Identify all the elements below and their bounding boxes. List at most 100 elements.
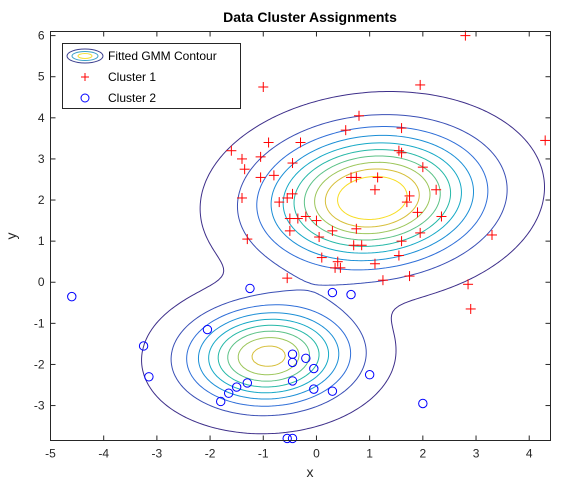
- x-axis-label: x: [307, 464, 314, 480]
- y-tick-label: -3: [34, 399, 45, 413]
- y-tick-label: 5: [38, 70, 45, 84]
- gmm-contour-level: [170, 114, 508, 417]
- cluster-1-point: [486, 229, 497, 240]
- cluster-1-point: [263, 137, 274, 148]
- gmm-contour-level: [186, 126, 489, 407]
- cluster-2-point: [301, 353, 311, 363]
- cluster-2-point: [138, 341, 149, 351]
- cluster-2-point: [144, 372, 154, 382]
- cluster-2-point: [346, 289, 356, 300]
- y-axis-label: y: [3, 233, 19, 240]
- cluster-1-point: [239, 164, 250, 175]
- cluster-1-point: [393, 250, 404, 261]
- cluster-1-point: [396, 147, 407, 158]
- cluster-1-point: [351, 223, 362, 234]
- legend: Fitted GMM Contour Cluster 1 Cluster 2: [62, 43, 241, 109]
- x-tick-label: -2: [205, 447, 216, 461]
- gmm-contour-level: [337, 176, 408, 220]
- cluster-2-point: [287, 433, 298, 444]
- cluster-1-point: [236, 192, 247, 203]
- gmm-contour-level: [227, 155, 441, 382]
- legend-box: [62, 43, 241, 109]
- cluster-1-point: [369, 258, 380, 269]
- y-tick-label: 1: [38, 234, 45, 248]
- cluster-1-point: [354, 110, 365, 121]
- cluster-1-point: [540, 135, 551, 146]
- x-tick-label: -5: [45, 447, 56, 461]
- x-axis-ticks: -5 -4 -3 -2 -1 0 1 2 3 4: [45, 31, 533, 461]
- cluster-2-point: [287, 376, 298, 386]
- cluster-1-point: [431, 184, 442, 195]
- x-tick-label: 2: [419, 447, 426, 461]
- gmm-contour-group: [141, 90, 546, 435]
- x-tick-label: -1: [258, 447, 269, 461]
- cluster-2-point: [231, 382, 242, 392]
- cluster-1-point: [401, 197, 412, 208]
- cluster-2-point: [287, 357, 298, 368]
- cluster-1-point: [351, 172, 362, 183]
- cluster-1-point: [242, 234, 253, 245]
- cluster-2-point: [327, 386, 338, 396]
- y-tick-label: 0: [38, 275, 45, 289]
- cluster-1-point: [274, 197, 285, 208]
- cluster-1-point: [465, 303, 476, 314]
- cluster-1-point: [287, 188, 298, 199]
- x-tick-label: -3: [152, 447, 163, 461]
- cluster-1-point: [396, 123, 407, 134]
- cluster-2-point: [245, 283, 255, 294]
- cluster-2-point: [223, 388, 234, 398]
- cluster-1-point: [417, 162, 428, 173]
- legend-label-cluster-1: Cluster 1: [108, 70, 156, 84]
- cluster-1-point: [327, 225, 338, 236]
- cluster-1-point: [311, 215, 322, 226]
- y-tick-label: 4: [38, 111, 45, 125]
- cluster-2-point: [327, 287, 338, 298]
- cluster-2-point: [309, 363, 319, 374]
- cluster-2-point: [309, 384, 319, 394]
- cluster-1-point: [255, 151, 266, 162]
- x-tick-label: 3: [473, 447, 480, 461]
- x-tick-label: 1: [366, 447, 373, 461]
- gmm-contour-level: [237, 161, 431, 376]
- cluster-1-point: [255, 172, 266, 183]
- gmm-contour-level: [251, 168, 420, 367]
- x-tick-label: 0: [313, 447, 320, 461]
- y-tick-label: -2: [34, 357, 45, 371]
- chart-title: Data Cluster Assignments: [223, 9, 397, 25]
- cluster-1-point: [287, 158, 298, 169]
- cluster-1-point: [436, 211, 447, 222]
- cluster-2-point: [364, 370, 375, 380]
- cluster-1-point: [300, 211, 311, 222]
- cluster-1-point: [284, 225, 295, 236]
- y-tick-label: -1: [34, 316, 45, 330]
- cluster-1-point: [412, 207, 423, 218]
- legend-contour-icon-core: [77, 53, 93, 59]
- legend-plus-marker: [81, 73, 89, 81]
- cluster-1-point: [258, 81, 269, 92]
- cluster-1-point: [460, 30, 471, 41]
- cluster-1-point: [268, 170, 279, 181]
- cluster-1-point: [463, 279, 474, 290]
- y-tick-label: 6: [38, 29, 45, 43]
- cluster-2-point: [282, 433, 292, 444]
- legend-contour-icon-inner: [71, 51, 99, 61]
- cluster-1-point: [236, 153, 247, 164]
- legend-label-cluster-2: Cluster 2: [108, 91, 156, 105]
- cluster-1-point: [335, 262, 346, 273]
- cluster-1-point: [393, 145, 404, 156]
- legend-entry-contour: Fitted GMM Contour: [66, 48, 217, 64]
- cluster-1-point: [372, 172, 383, 183]
- y-axis-ticks: -3 -2 -1 0 1 2 3 4 5 6: [34, 29, 551, 413]
- cluster-1-point: [404, 271, 415, 282]
- x-tick-label: -4: [98, 447, 109, 461]
- cluster-2-point: [287, 349, 298, 359]
- cluster-1-point: [415, 79, 426, 90]
- cluster-1-point: [396, 236, 407, 247]
- cluster-1-point: [226, 145, 237, 156]
- cluster-2-point: [418, 398, 428, 409]
- x-tick-label: 4: [526, 447, 533, 461]
- y-tick-label: 2: [38, 193, 45, 207]
- cluster-2-point: [216, 396, 226, 407]
- cluster-2-point: [67, 291, 77, 302]
